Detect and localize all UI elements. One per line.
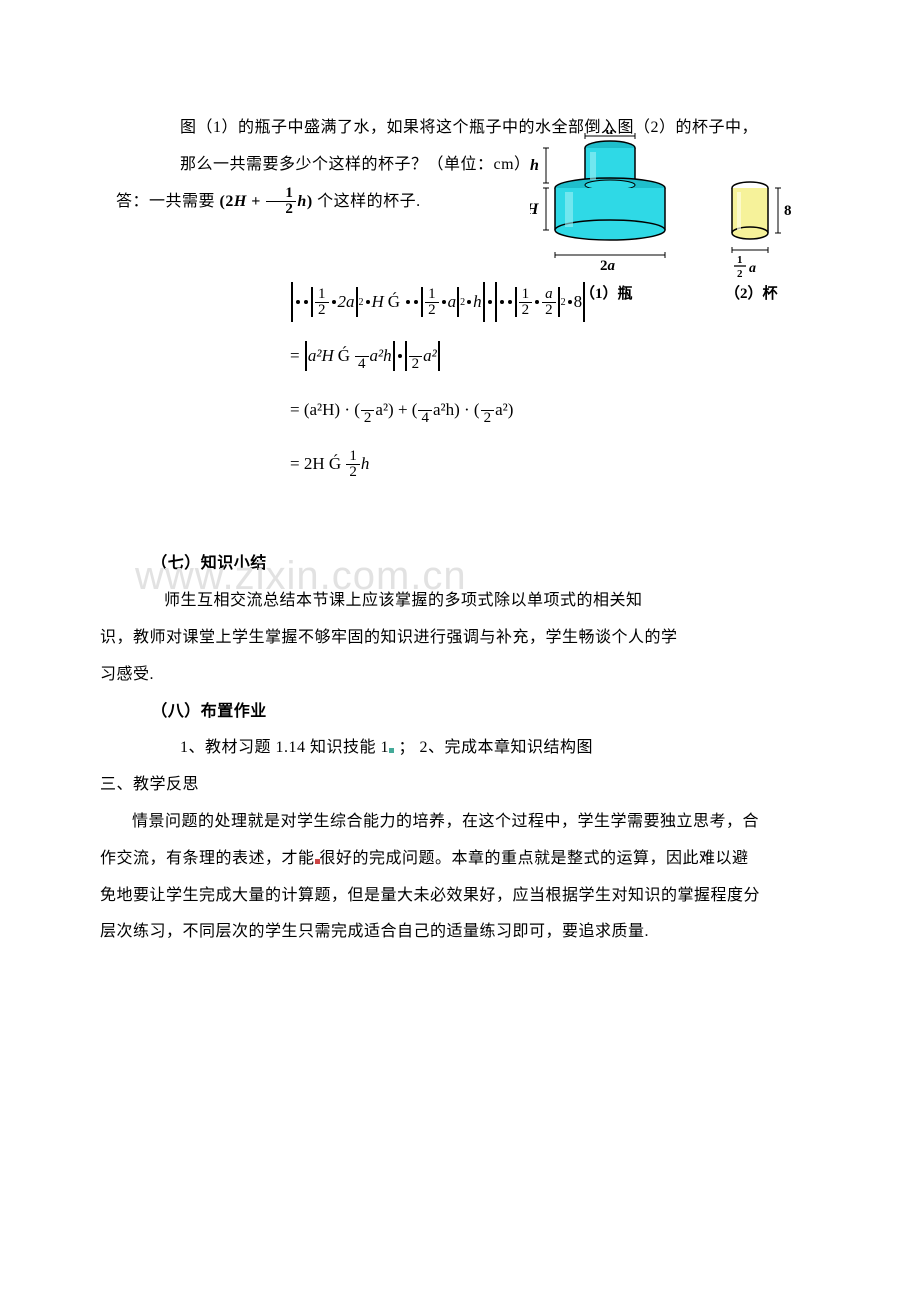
- fig-caption-2: （2）杯: [725, 284, 779, 302]
- section-7-p1: 师生互相交流总结本节课上应该掌握的多项式除以单项式的相关知: [100, 583, 820, 620]
- reflect-p4: 层次练习，不同层次的学生只需完成适合自己的适量练习即可，要追求质量.: [100, 914, 820, 951]
- answer-frac-den: 2: [266, 202, 296, 217]
- reflect-p1: 情景问题的处理就是对学生综合能力的培养，在这个过程中，学生学需要独立思考，合: [100, 804, 820, 841]
- fig-frac-num: 1: [737, 254, 743, 266]
- answer-open: (2: [220, 193, 234, 210]
- fig-caption-1: （1）瓶: [580, 284, 633, 302]
- section-7-title: （七）知识小结: [100, 546, 820, 583]
- answer-close: ): [307, 193, 313, 210]
- fig-frac-a: a: [749, 261, 756, 276]
- section-7-p3: 习感受.: [100, 657, 820, 694]
- fig-label-2a: 2a: [600, 258, 616, 274]
- answer-prefix: 答：一共需要: [116, 193, 220, 210]
- fig-label-8: 8: [784, 203, 792, 219]
- answer-frac-num: 1: [266, 186, 296, 202]
- figure-container: a h H 2a 8: [530, 130, 820, 340]
- section-8-title: （八）布置作业: [100, 694, 820, 731]
- fig-label-H-upper: H: [530, 201, 539, 218]
- reflect-title: 三、教学反思: [100, 767, 820, 804]
- answer-suffix: 个这样的杯子.: [317, 193, 421, 210]
- figure-svg: a h H 2a 8: [530, 130, 820, 340]
- section-8-hw: 1、教材习题 1.14 知识技能 1 ； 2、完成本章知识结构图: [100, 730, 820, 767]
- reflect-p3: 免地要让学生完成大量的计算题，但是量大未必效果好，应当根据学生对知识的掌握程度分: [100, 878, 820, 915]
- answer-h: h: [297, 193, 306, 210]
- answer-plus: +: [247, 193, 266, 210]
- reflect-p2: 作交流，有条理的表述，才能很好的完成问题。本章的重点就是整式的运算，因此难以避: [100, 841, 820, 878]
- math-row-4: = 2H Ǵ 12 h: [290, 442, 820, 486]
- math-row-2: = a²H Ǵ 4 a²h 2a²: [290, 334, 820, 378]
- fig-frac-den: 2: [737, 268, 743, 280]
- fig-label-h: h: [530, 157, 539, 174]
- math-row-3: = (a²H) · ( 2 a²) + ( 4 a²h) · ( 2 a²): [290, 388, 820, 432]
- answer-H: H: [234, 193, 247, 210]
- fig-label-a: a: [606, 130, 614, 138]
- section-7-p2: 识，教师对课堂上学生掌握不够牢固的知识进行强调与补充，学生畅谈个人的学: [100, 620, 820, 657]
